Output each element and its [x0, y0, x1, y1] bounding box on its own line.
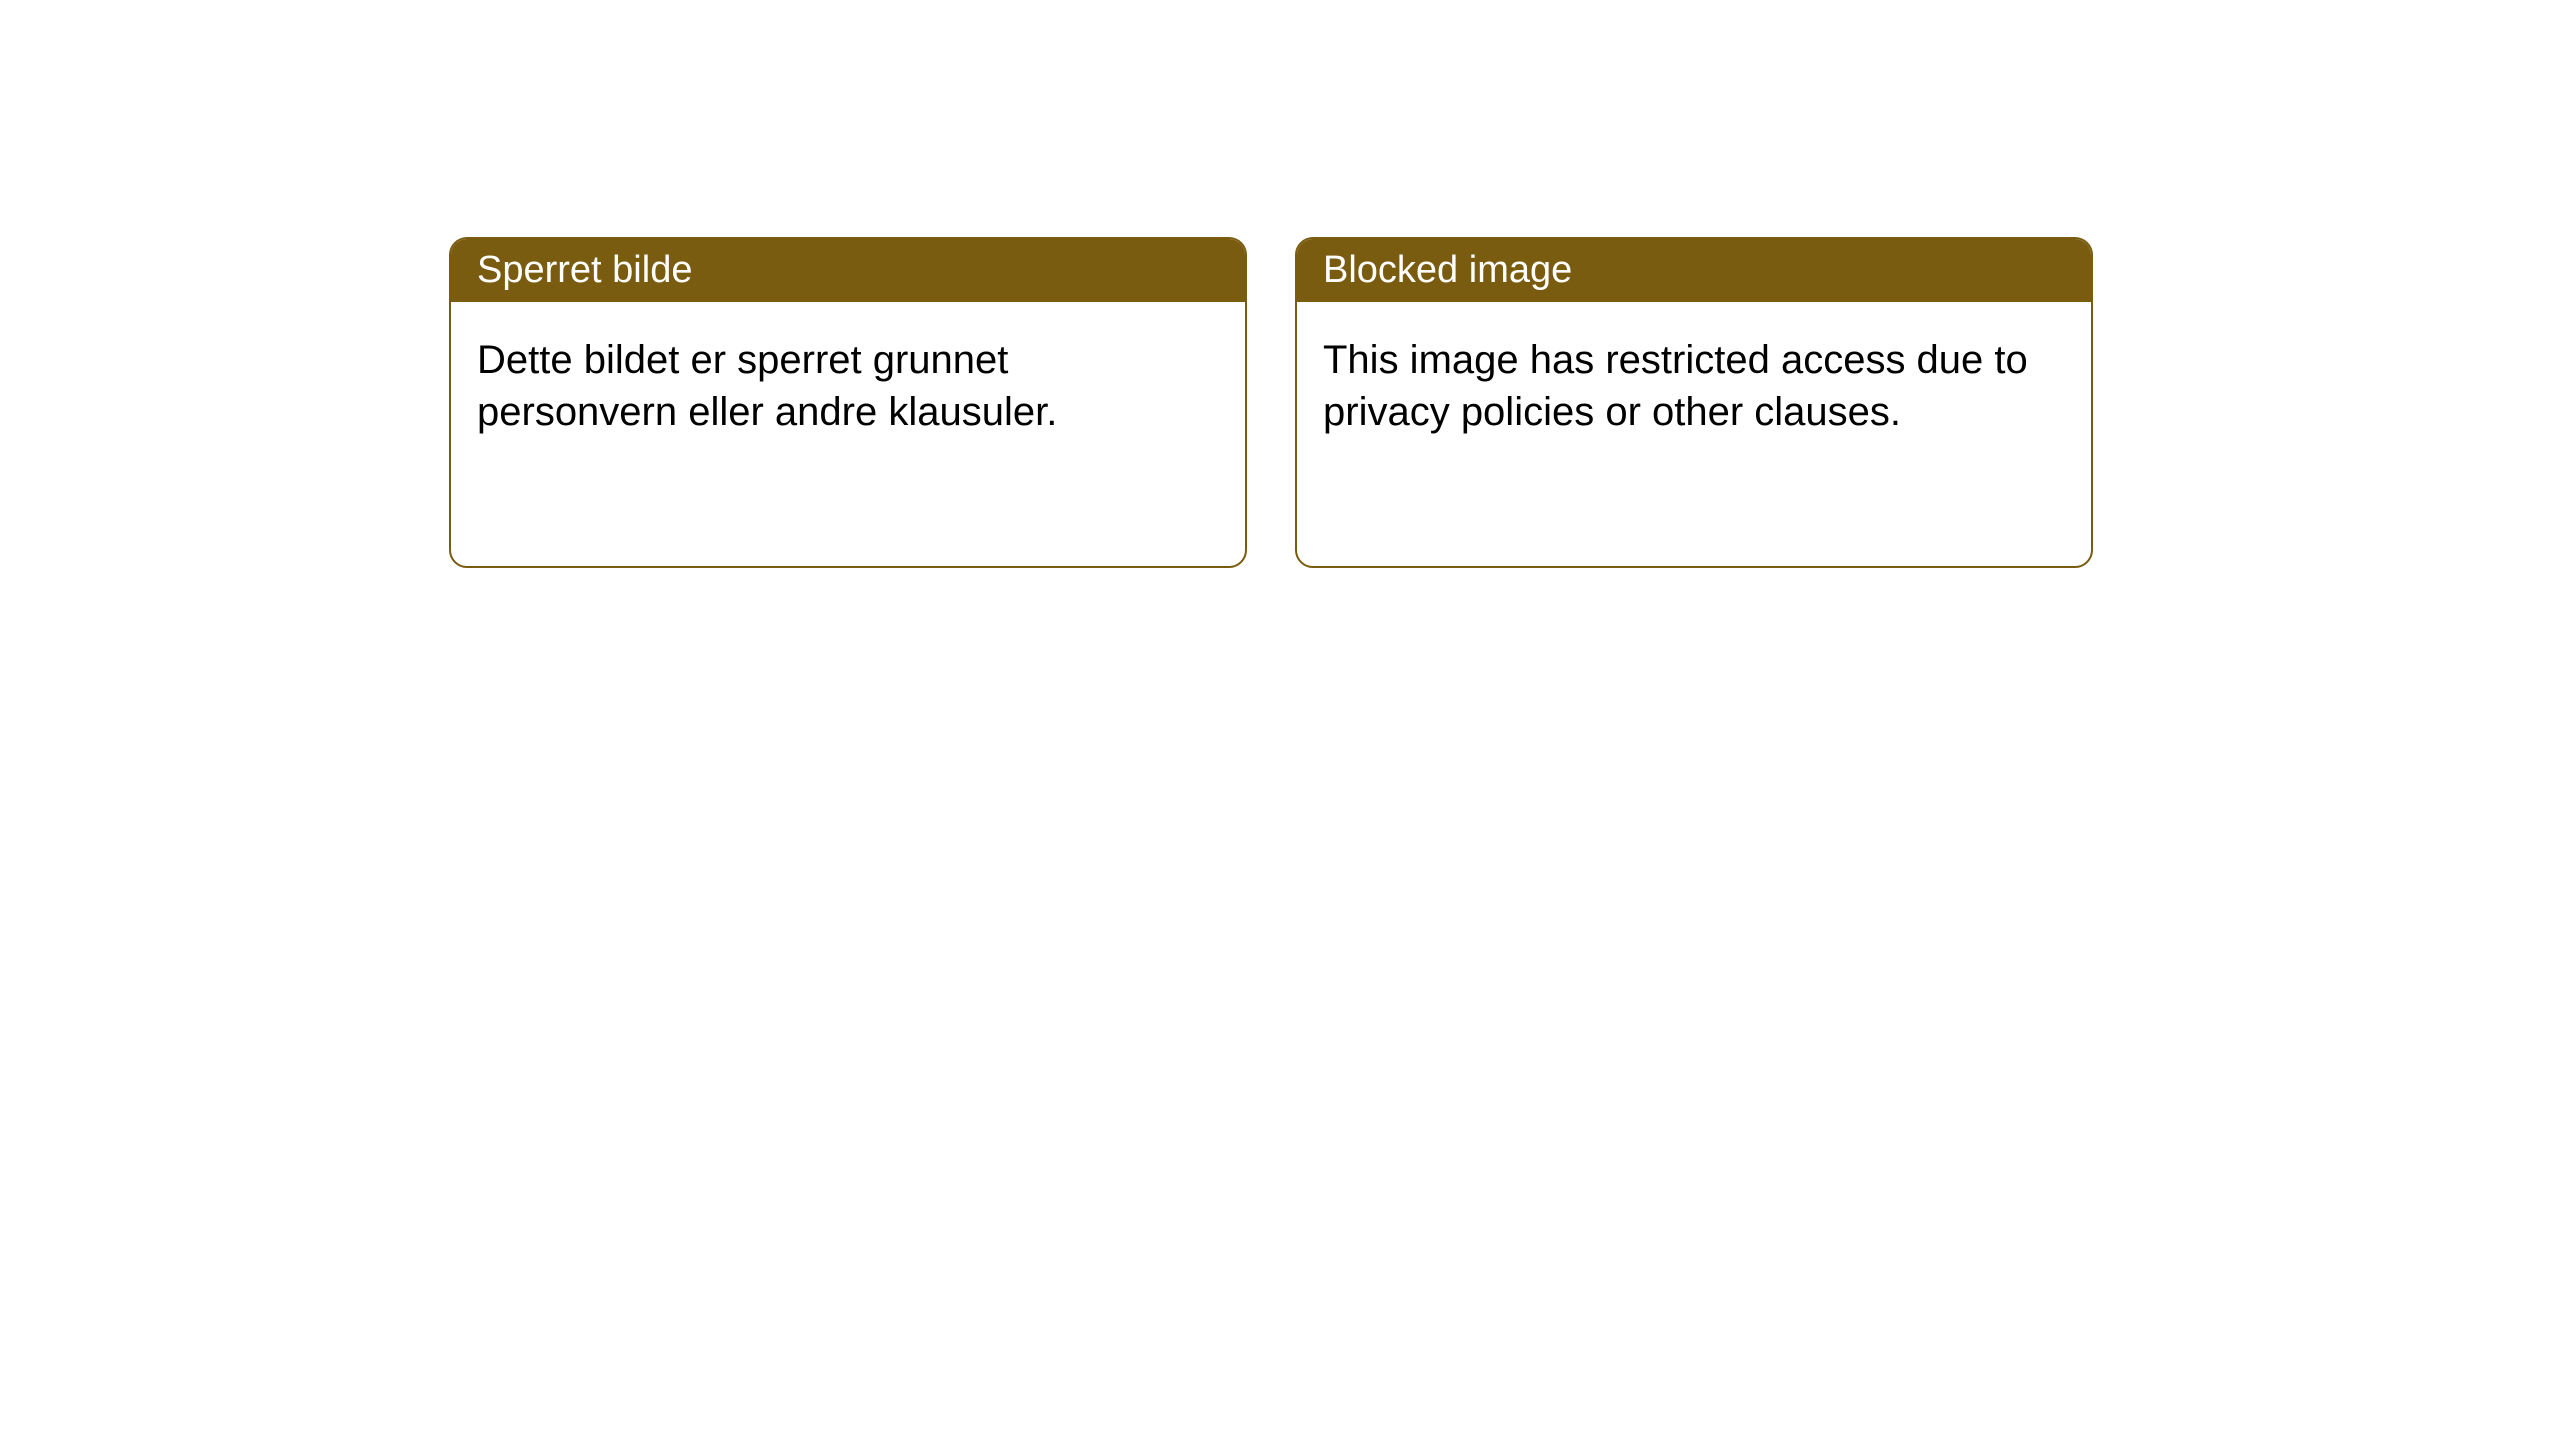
card-title: Blocked image — [1323, 249, 1572, 291]
notice-container: Sperret bilde Dette bildet er sperret gr… — [0, 0, 2560, 568]
card-title: Sperret bilde — [477, 249, 692, 291]
notice-card-english: Blocked image This image has restricted … — [1295, 237, 2093, 568]
card-header: Blocked image — [1297, 239, 2091, 302]
card-body-text: Dette bildet er sperret grunnet personve… — [477, 338, 1057, 434]
notice-card-norwegian: Sperret bilde Dette bildet er sperret gr… — [449, 237, 1247, 568]
card-body-text: This image has restricted access due to … — [1323, 338, 2028, 434]
card-body: Dette bildet er sperret grunnet personve… — [451, 302, 1245, 470]
card-header: Sperret bilde — [451, 239, 1245, 302]
card-body: This image has restricted access due to … — [1297, 302, 2091, 470]
